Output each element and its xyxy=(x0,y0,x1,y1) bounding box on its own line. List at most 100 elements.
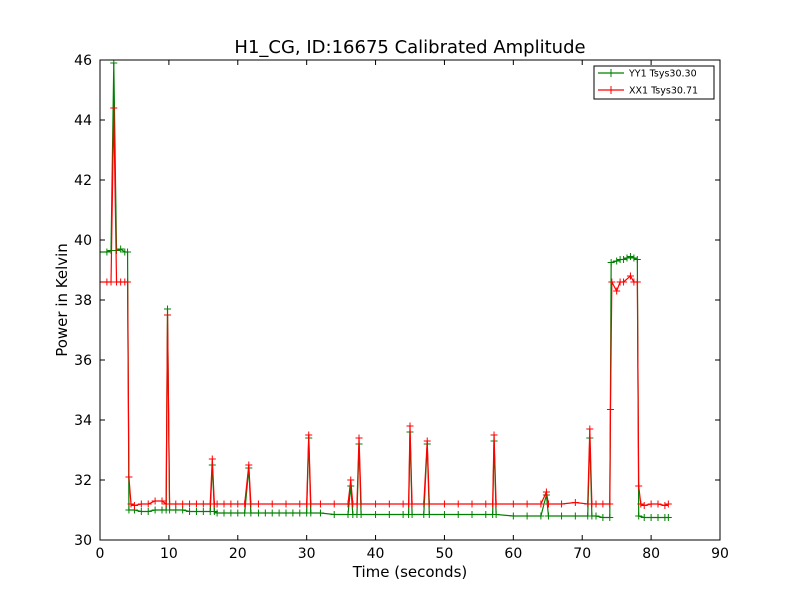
point-1-77 xyxy=(606,406,614,413)
point-1-48 xyxy=(372,500,380,508)
x-axis: 0 10 20 30 40 50 60 70 80 90 xyxy=(96,60,729,562)
x-tick-label-2: 20 xyxy=(229,546,247,562)
point-1-63 xyxy=(492,500,500,508)
point-0-16 xyxy=(166,506,174,514)
point-0-32 xyxy=(254,509,262,517)
point-1-68 xyxy=(544,500,552,508)
x-axis-label: Time (seconds) xyxy=(352,563,468,581)
point-1-64 xyxy=(509,500,517,508)
point-0-86 xyxy=(633,256,641,263)
point-0-5 xyxy=(117,245,125,253)
point-0-65 xyxy=(492,511,500,518)
point-0-38 xyxy=(296,509,304,517)
point-0-49 xyxy=(357,511,365,518)
y-tick-label-1: 32 xyxy=(74,473,92,489)
point-1-20 xyxy=(186,500,194,508)
point-1-22 xyxy=(199,500,207,508)
x-tick-label-1: 10 xyxy=(160,546,178,562)
point-1-29 xyxy=(234,500,242,508)
point-0-31 xyxy=(247,509,255,517)
point-1-89 xyxy=(654,500,662,508)
point-0-71 xyxy=(558,512,566,520)
point-1-53 xyxy=(408,500,416,508)
x-tick-label-8: 80 xyxy=(642,546,660,562)
point-1-30 xyxy=(241,500,249,508)
point-1-21 xyxy=(192,500,200,508)
point-0-55 xyxy=(408,511,416,518)
point-0-17 xyxy=(172,506,180,514)
point-0-11 xyxy=(144,508,152,515)
point-0-51 xyxy=(385,511,393,518)
x-tick-label-7: 70 xyxy=(573,546,591,562)
point-0-7 xyxy=(124,248,132,256)
legend-marker-xx1 xyxy=(607,86,615,94)
point-0-58 xyxy=(425,511,433,518)
point-1-11 xyxy=(137,500,145,508)
point-0-21 xyxy=(199,508,207,515)
point-0-67 xyxy=(523,512,531,520)
point-1-65 xyxy=(523,500,531,508)
point-1-76 xyxy=(606,500,614,508)
x-tick-label-4: 40 xyxy=(367,546,385,562)
point-0-83 xyxy=(623,254,631,262)
x-tick-label-6: 60 xyxy=(504,546,522,562)
point-0-61 xyxy=(468,511,476,518)
point-1-59 xyxy=(468,500,476,508)
series-line-0 xyxy=(100,62,669,519)
chart-title: H1_CG, ID:16675 Calibrated Amplitude xyxy=(234,37,585,58)
point-1-47 xyxy=(357,500,365,508)
point-1-13 xyxy=(151,497,159,505)
point-1-14 xyxy=(158,497,166,505)
plot-area xyxy=(100,60,672,521)
point-1-40 xyxy=(316,500,324,508)
y-tick-label-5: 40 xyxy=(74,233,92,249)
x-tick-label-0: 0 xyxy=(96,546,105,562)
point-0-0 xyxy=(100,248,104,256)
point-0-87 xyxy=(635,512,643,520)
point-0-18 xyxy=(179,506,187,514)
point-0-84 xyxy=(626,253,634,260)
point-0-62 xyxy=(482,511,490,518)
point-0-27 xyxy=(227,509,235,517)
point-1-24 xyxy=(208,455,216,463)
point-0-79 xyxy=(607,259,615,266)
point-1-60 xyxy=(482,500,490,508)
x-tick-label-5: 50 xyxy=(436,546,454,562)
point-1-58 xyxy=(454,500,462,508)
point-1-79 xyxy=(613,287,621,295)
point-1-28 xyxy=(227,500,235,508)
series-0 xyxy=(100,60,672,521)
point-1-57 xyxy=(440,500,448,508)
point-0-3 xyxy=(110,60,118,67)
point-1-69 xyxy=(558,500,566,508)
point-1-8 xyxy=(125,473,133,481)
point-1-55 xyxy=(423,437,431,445)
point-0-42 xyxy=(316,509,324,517)
point-1-34 xyxy=(268,500,276,508)
point-0-37 xyxy=(289,509,297,517)
point-0-26 xyxy=(220,509,228,517)
point-1-84 xyxy=(633,278,641,286)
point-1-52 xyxy=(406,422,414,430)
point-1-0 xyxy=(100,278,104,286)
legend-box xyxy=(593,65,715,100)
point-0-33 xyxy=(261,509,269,517)
point-1-88 xyxy=(647,500,655,508)
point-0-76 xyxy=(592,512,600,520)
y-axis: 30 32 34 36 38 40 42 44 46 xyxy=(74,53,720,549)
point-0-66 xyxy=(509,512,517,520)
point-0-15 xyxy=(164,305,172,313)
point-0-70 xyxy=(544,512,552,520)
y-tick-label-8: 46 xyxy=(74,53,92,69)
point-0-29 xyxy=(241,509,249,517)
y-axis-label: Power in Kelvin xyxy=(53,243,71,357)
point-1-62 xyxy=(490,431,498,439)
point-0-34 xyxy=(268,509,276,517)
point-1-16 xyxy=(164,311,172,319)
point-1-26 xyxy=(213,500,221,508)
legend-label-yy1: YY1 Tsys30.30 xyxy=(628,69,697,80)
point-1-38 xyxy=(305,431,313,439)
point-1-7 xyxy=(124,278,132,286)
point-1-46 xyxy=(355,434,363,442)
point-0-60 xyxy=(454,511,462,518)
